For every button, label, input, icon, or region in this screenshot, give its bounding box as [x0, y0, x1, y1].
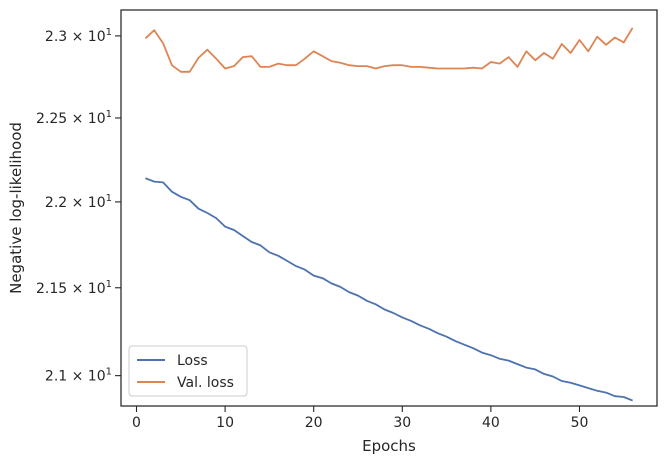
legend: Loss Val. loss [128, 345, 248, 397]
y-tick-label: 2.3 × 101 [45, 27, 112, 45]
legend-label-loss: Loss [177, 353, 208, 369]
legend-box [128, 345, 248, 397]
y-tick-label: 2.15 × 101 [36, 279, 112, 297]
plot-area-frame [120, 9, 658, 407]
series-line-1 [144, 27, 634, 73]
x-tick-label: 0 [132, 415, 141, 431]
series-line-0 [145, 177, 633, 402]
x-tick-label: 40 [482, 415, 500, 431]
x-tick-label: 50 [571, 415, 589, 431]
x-axis-label: Epochs [362, 437, 416, 455]
series-layer [144, 27, 634, 402]
x-tick-label: 20 [305, 415, 323, 431]
y-tick-label: 2.2 × 101 [45, 193, 112, 211]
y-tick-label: 2.25 × 101 [36, 109, 112, 127]
x-tick-label: 10 [216, 415, 234, 431]
x-tick-label: 30 [393, 415, 411, 431]
y-axis-ticks: 2.1 × 101 2.15 × 101 2.2 × 101 2.25 × 101 2.… [36, 27, 121, 385]
legend-label-val-loss: Val. loss [177, 375, 234, 391]
x-axis-ticks: 0 10 20 30 40 50 [132, 406, 588, 431]
y-axis-label: Negative log-likelihood [7, 122, 25, 294]
y-tick-label: 2.1 × 101 [45, 367, 112, 385]
